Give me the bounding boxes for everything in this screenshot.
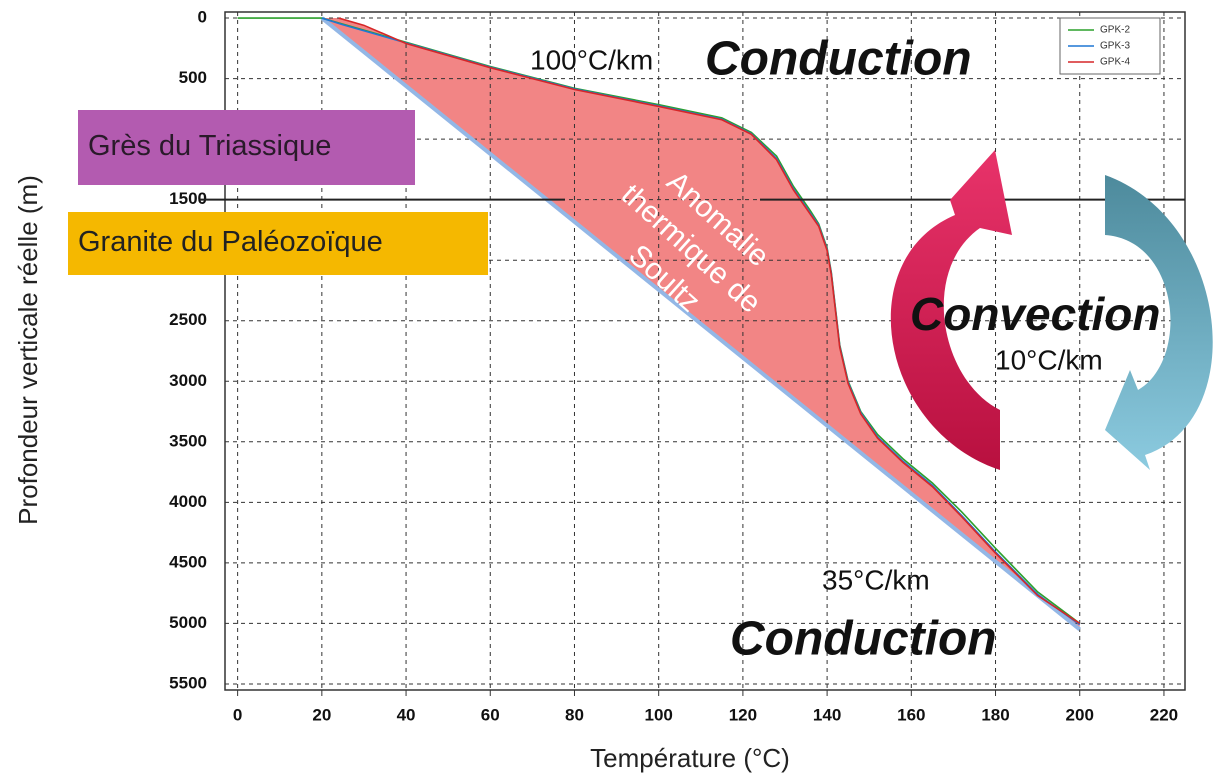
series-line bbox=[338, 17, 1081, 625]
annotation: Convection bbox=[910, 288, 1160, 340]
y-tick-label: 1500 bbox=[169, 189, 207, 208]
convection-arrow-up bbox=[1105, 175, 1213, 470]
reference-line bbox=[320, 16, 1081, 632]
annotation: 100°C/km bbox=[530, 44, 653, 75]
x-tick-label: 140 bbox=[813, 705, 841, 724]
x-tick-label: 20 bbox=[312, 705, 331, 724]
legend-label: GPK-2 bbox=[1100, 25, 1130, 36]
y-axis-label: Profondeur verticale réelle (m) bbox=[13, 175, 43, 525]
y-tick-label: 4000 bbox=[169, 492, 207, 511]
y-tick-label: 4500 bbox=[169, 552, 207, 571]
annotation: Conduction bbox=[705, 33, 972, 86]
x-tick-label: 100 bbox=[644, 705, 672, 724]
y-tick-label: 500 bbox=[179, 68, 207, 87]
convection-arrow-down bbox=[890, 150, 1012, 470]
legend-label: GPK-4 bbox=[1100, 57, 1130, 68]
y-tick-label: 5000 bbox=[169, 613, 207, 632]
x-tick-label: 60 bbox=[481, 705, 500, 724]
x-tick-label: 220 bbox=[1150, 705, 1178, 724]
x-tick-label: 80 bbox=[565, 705, 584, 724]
legend-label: GPK-3 bbox=[1100, 41, 1130, 52]
annotation: 10°C/km bbox=[995, 344, 1103, 375]
x-tick-label: 0 bbox=[233, 705, 242, 724]
legend: GPK-2 GPK-3 GPK-4 bbox=[1059, 17, 1161, 75]
x-tick-label: 120 bbox=[729, 705, 757, 724]
y-tick-label: 3000 bbox=[169, 371, 207, 390]
y-tick-label: 3500 bbox=[169, 431, 207, 450]
annotation: Conduction bbox=[730, 613, 997, 666]
layer-label: Grès du Triassique bbox=[88, 130, 331, 162]
x-tick-label: 180 bbox=[981, 705, 1009, 724]
plot-area: 0204060801001201401601802002200500100015… bbox=[169, 8, 1186, 724]
y-tick-label: 2500 bbox=[169, 310, 207, 329]
x-tick-label: 40 bbox=[397, 705, 416, 724]
x-tick-label: 200 bbox=[1066, 705, 1094, 724]
layer-box bbox=[78, 110, 415, 185]
layer-box bbox=[68, 212, 488, 275]
y-tick-label: 5500 bbox=[169, 673, 207, 692]
layer-label: Granite du Paléozoïque bbox=[78, 226, 383, 258]
y-tick-label: 0 bbox=[198, 8, 207, 27]
x-axis-label: Température (°C) bbox=[590, 743, 790, 773]
x-tick-label: 160 bbox=[897, 705, 925, 724]
annotation: 35°C/km bbox=[822, 564, 930, 595]
